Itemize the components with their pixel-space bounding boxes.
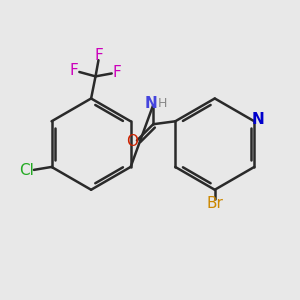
Text: N: N	[251, 112, 264, 127]
Text: F: F	[112, 65, 122, 80]
Text: Cl: Cl	[19, 163, 34, 178]
Text: Br: Br	[206, 196, 223, 211]
Text: F: F	[70, 63, 78, 78]
Text: F: F	[95, 48, 104, 63]
Text: H: H	[158, 97, 167, 110]
Text: O: O	[126, 134, 138, 149]
Text: N: N	[144, 96, 157, 111]
